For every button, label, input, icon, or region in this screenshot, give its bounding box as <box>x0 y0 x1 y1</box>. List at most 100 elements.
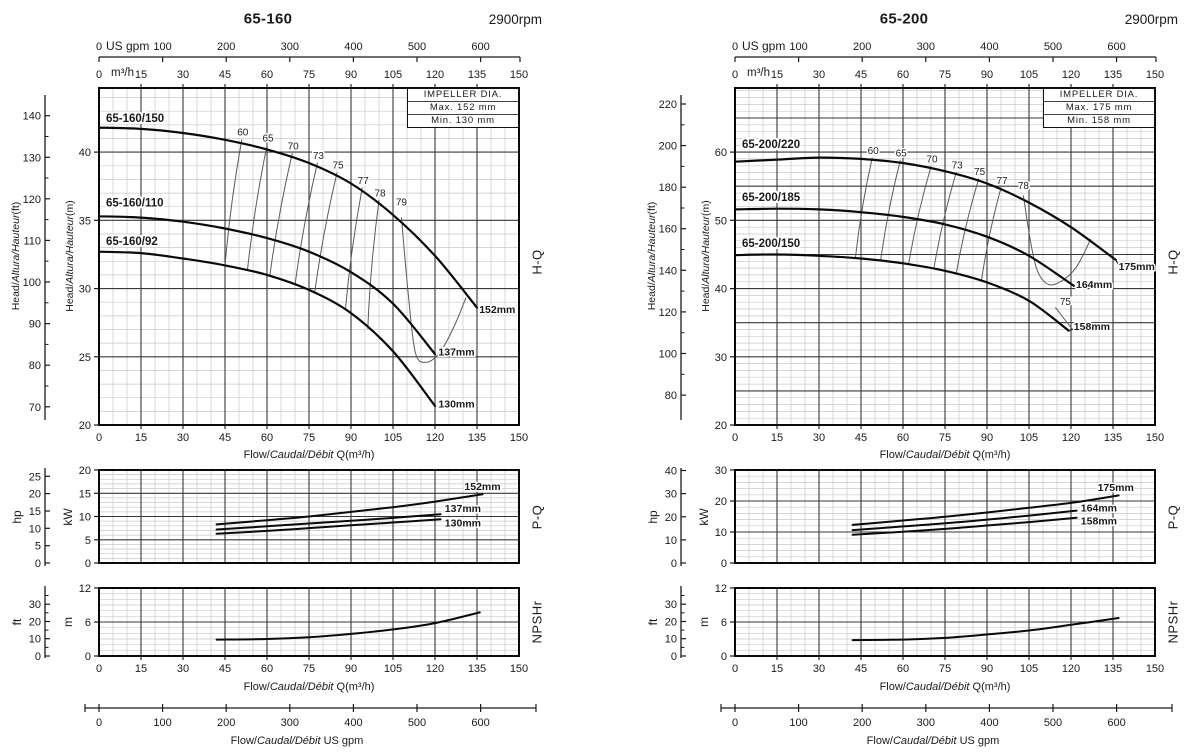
tick-label: 15 <box>79 488 91 500</box>
dia-label: 152mm <box>464 481 500 493</box>
npsh-curve <box>851 617 1120 642</box>
tick-label: 60 <box>261 663 273 675</box>
bottom-gpm-axis: 0 100 200 300 400 500 600 <box>84 704 537 729</box>
tick-label: 45 <box>855 663 867 675</box>
efficiency-label: 79 <box>396 197 408 208</box>
tick-label: 15 <box>771 432 783 444</box>
tick-label: 20 <box>665 512 677 524</box>
tick-label: 35 <box>79 215 91 227</box>
tick-label: 40 <box>715 284 727 296</box>
efficiency-branch-75 <box>1055 307 1073 330</box>
efficiency-label: 65 <box>896 149 908 160</box>
tick-label: 0 <box>721 651 727 663</box>
tick-label: 75 <box>303 663 315 675</box>
tick-label: 90 <box>345 69 357 81</box>
tick-label: 75 <box>939 432 951 444</box>
dia-label: 130mm <box>445 517 481 529</box>
efficiency-line-75 <box>314 172 338 294</box>
hq-curve-137mm <box>97 215 437 356</box>
tick-label: 105 <box>384 432 402 444</box>
tick-label: 500 <box>408 717 426 729</box>
tick-label: 50 <box>715 215 727 227</box>
tick-label: 30 <box>177 663 189 675</box>
tick-label: 300 <box>917 41 935 53</box>
pq-curve-164mm <box>851 509 1078 532</box>
tick-label: 300 <box>281 717 299 729</box>
tick-label: 100 <box>23 277 41 289</box>
tick-label: 150 <box>510 69 528 81</box>
tick-label: 180 <box>659 182 677 194</box>
npsh-curve <box>215 611 481 641</box>
efficiency-line-78 <box>367 199 380 329</box>
tick-label: 150 <box>1146 432 1164 444</box>
tick-label: 10 <box>665 634 677 646</box>
tick-label: 12 <box>79 583 91 595</box>
tick-label: 105 <box>1020 432 1038 444</box>
tick-label: 60 <box>261 432 273 444</box>
tick-label: 120 <box>659 307 677 319</box>
efficiency-line-60 <box>224 139 243 266</box>
tick-label: 120 <box>23 194 41 206</box>
tick-label: 100 <box>789 717 807 729</box>
tick-label: 80 <box>29 360 41 372</box>
pq-plot-border <box>734 469 1156 564</box>
efficiency-label: 77 <box>996 176 1008 187</box>
tick-label: 400 <box>344 717 362 729</box>
tick-label: 300 <box>281 41 299 53</box>
tick-label: 0 <box>671 558 677 570</box>
tick-label: 500 <box>1044 41 1062 53</box>
efficiency-label: 70 <box>288 142 300 153</box>
efficiency-label: 75 <box>1060 297 1072 308</box>
efficiency-loop-79 <box>400 217 467 363</box>
tick-label: 70 <box>29 402 41 414</box>
tick-label: 0 <box>721 558 727 570</box>
tick-label: 135 <box>1104 69 1122 81</box>
efficiency-label: 73 <box>952 161 964 172</box>
tick-label: 140 <box>23 111 41 123</box>
tick-label: 150 <box>1146 69 1164 81</box>
tick-label: 135 <box>1104 663 1122 675</box>
tick-label: 60 <box>897 432 909 444</box>
tick-label: 20 <box>29 489 41 501</box>
tick-label: 90 <box>29 319 41 331</box>
tick-label: 400 <box>344 41 362 53</box>
tick-label: 150 <box>1146 663 1164 675</box>
tick-label: 15 <box>135 69 147 81</box>
dia-label: 164mm <box>1081 503 1117 515</box>
efficiency-label: 77 <box>358 176 370 187</box>
hq-curve-175mm <box>733 156 1117 261</box>
tick-label: 10 <box>79 512 91 524</box>
tick-label: 0 <box>35 651 41 663</box>
tick-label: 75 <box>303 69 315 81</box>
dia-label: 158mm <box>1074 321 1110 333</box>
tick-label: 6 <box>85 617 91 629</box>
tick-label: 40 <box>665 466 677 478</box>
tick-label: 30 <box>665 489 677 501</box>
tick-label: 120 <box>1062 432 1080 444</box>
tick-label: 30 <box>715 352 727 364</box>
hq-curve-164mm <box>733 207 1075 287</box>
curve-name-label: 65-200/220 <box>742 139 800 151</box>
tick-label: 5 <box>85 535 91 547</box>
tick-label: 135 <box>468 663 486 675</box>
pq-curve-137mm <box>215 513 442 531</box>
tick-label: 100 <box>659 349 677 361</box>
tick-label: 0 <box>671 651 677 663</box>
tick-label: 400 <box>980 41 998 53</box>
dia-label: 152mm <box>479 304 515 316</box>
tick-label: 12 <box>715 583 727 595</box>
tick-label: 135 <box>1104 432 1122 444</box>
tick-label: 30 <box>665 599 677 611</box>
tick-label: 10 <box>665 535 677 547</box>
hq-curve-152mm <box>97 126 479 309</box>
tick-label: 30 <box>813 432 825 444</box>
tick-label: 0 <box>85 651 91 663</box>
tick-label: 75 <box>939 69 951 81</box>
efficiency-line-73 <box>294 162 318 286</box>
tick-label: 0 <box>96 69 102 81</box>
tick-label: 120 <box>426 663 444 675</box>
tick-label: 120 <box>1062 663 1080 675</box>
